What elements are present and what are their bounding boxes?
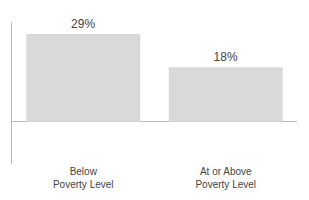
svg-text:BelowPoverty Level: BelowPoverty Level: [53, 166, 114, 190]
svg-text:18%: 18%: [214, 50, 238, 64]
svg-text:At or AbovePoverty Level: At or AbovePoverty Level: [195, 166, 256, 190]
svg-text:29%: 29%: [71, 17, 95, 31]
